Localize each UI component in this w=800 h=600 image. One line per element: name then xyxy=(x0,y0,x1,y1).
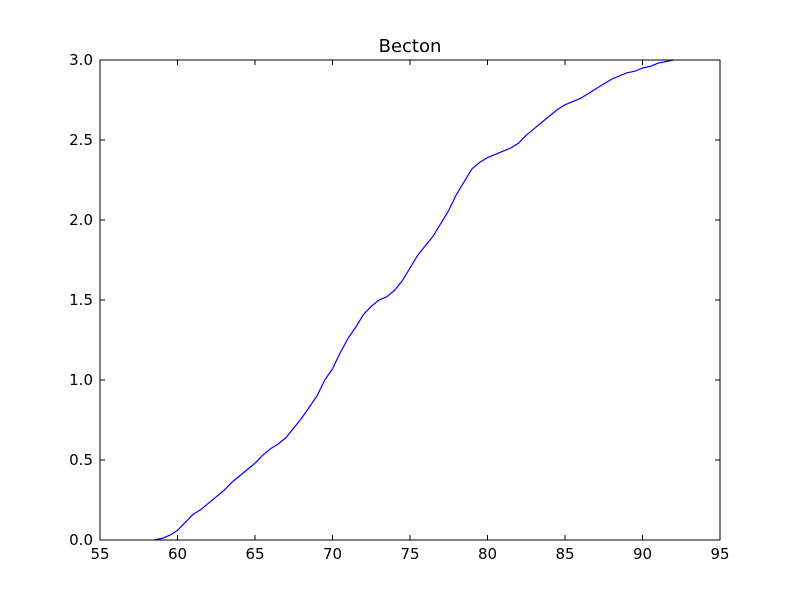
x-tick-label: 70 xyxy=(323,545,342,563)
y-tick-label: 2.0 xyxy=(69,211,93,229)
y-tick-label: 3.0 xyxy=(69,51,93,69)
y-tick-label: 0.0 xyxy=(69,531,93,549)
y-tick-label: 2.5 xyxy=(69,131,93,149)
x-tick-label: 95 xyxy=(710,545,729,563)
x-axis-ticks: 55 60 65 70 75 80 85 90 95 xyxy=(90,60,730,563)
x-tick-label: 90 xyxy=(633,545,652,563)
y-axis-ticks: 0.0 0.5 1.0 1.5 2.0 2.5 3.0 xyxy=(69,51,720,549)
x-tick-label: 55 xyxy=(90,545,109,563)
x-tick-label: 75 xyxy=(400,545,419,563)
plot-frame xyxy=(99,59,721,541)
series-line xyxy=(154,59,674,541)
y-tick-label: 1.5 xyxy=(69,291,93,309)
series-layer xyxy=(154,59,674,541)
y-tick-label: 0.5 xyxy=(69,451,93,469)
x-tick-label: 80 xyxy=(478,545,497,563)
x-tick-label: 60 xyxy=(168,545,187,563)
chart-title: Becton xyxy=(379,36,442,57)
y-tick-label: 1.0 xyxy=(69,371,93,389)
x-tick-label: 85 xyxy=(555,545,574,563)
x-tick-label: 65 xyxy=(245,545,264,563)
